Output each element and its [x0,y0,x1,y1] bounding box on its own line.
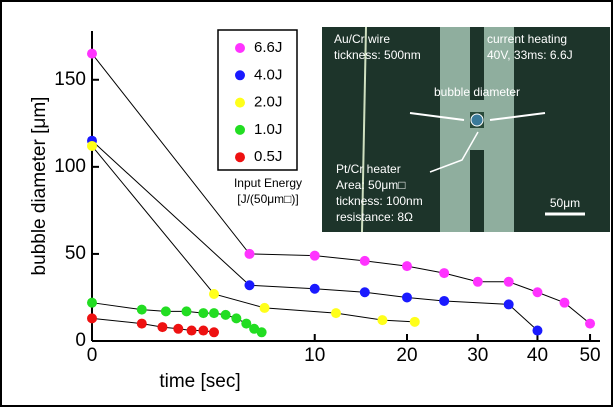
data-point [439,295,450,306]
legend-marker [235,43,245,53]
data-point [472,276,483,287]
data-point [377,315,388,326]
legend-marker [235,124,245,135]
legend-marker [235,70,245,81]
x-tick-label: 0 [87,345,98,366]
data-point [87,140,97,151]
inset-photo: Au/Cr wire tickness: 500nm current heating… [322,26,610,233]
annotation: Au/Cr wire [334,32,390,46]
data-point [503,276,514,287]
annotation: tickness: 100nm [336,194,423,208]
annotation: 40V, 33ms: 6.6J [487,48,573,62]
data-point [309,250,320,261]
data-point [208,327,219,338]
arrow [409,112,465,121]
data-point [157,322,168,333]
data-point [173,323,184,334]
legend-label: 6.6J [254,39,282,56]
annotation: Area: 50μm□ [336,178,406,192]
data-point [244,280,255,291]
x-tick-label: 50 [579,345,600,366]
y-axis-label: bubble diameter [μm] [29,97,50,276]
x-tick-label: 40 [527,345,548,366]
data-point [136,318,147,329]
x-axis-label: time [sec] [159,371,240,392]
data-point [87,48,97,59]
data-point [532,287,543,298]
bubble [470,113,484,127]
data-point [87,313,97,324]
y-tick-label: 0 [75,330,86,351]
y-tick-label: 100 [54,156,86,177]
data-point [198,308,209,319]
legend-title: Input Energy [234,176,302,190]
data-point [401,261,412,272]
data-point [585,318,596,329]
x-tick-label: 30 [467,345,488,366]
data-point [208,288,219,299]
data-point [186,325,197,336]
series-line [91,140,538,331]
annotation: bubble diameter [434,85,520,99]
data-point [309,283,320,294]
data-point [330,308,341,319]
data-point [401,292,412,303]
series-line [91,145,415,323]
data-point [241,318,252,329]
annotation: current heating [487,32,567,46]
data-point [503,299,514,310]
legend-label: 4.0J [254,66,282,83]
data-point [136,304,147,315]
data-point [532,325,543,336]
data-point [181,306,192,317]
data-point [231,313,242,324]
data-point [359,287,370,298]
wire [361,26,367,233]
y-tick-label: 50 [65,243,86,264]
legend-label: 1.0J [254,121,282,138]
annotation: tickness: 500nm [334,48,421,62]
x-tick-label: 10 [304,345,325,366]
data-point [559,297,570,308]
data-point [198,325,209,336]
data-point [244,248,255,259]
annotation: resistance: 8Ω [336,210,413,224]
legend-box [217,29,298,171]
y-tick-label: 150 [54,69,86,90]
legend-marker [235,152,245,163]
legend-label: 2.0J [254,94,282,111]
legend-marker [235,97,245,108]
annotation: Pt/Cr heater [336,162,401,176]
arrow [489,112,546,121]
data-point [220,309,231,320]
data-point [409,316,420,327]
data-point [256,327,267,338]
data-point [249,323,260,334]
annotation: 50μm [550,196,580,210]
data-point [87,297,97,308]
data-point [439,268,450,279]
data-point [259,302,270,313]
heater [440,27,514,232]
legend-label: 0.5J [254,148,282,165]
x-tick-label: 20 [396,345,417,366]
pointer [429,131,479,173]
data-point [359,255,370,266]
data-point [160,306,171,317]
data-point [208,308,219,319]
legend-title: [J/(50μm□)] [237,192,299,206]
